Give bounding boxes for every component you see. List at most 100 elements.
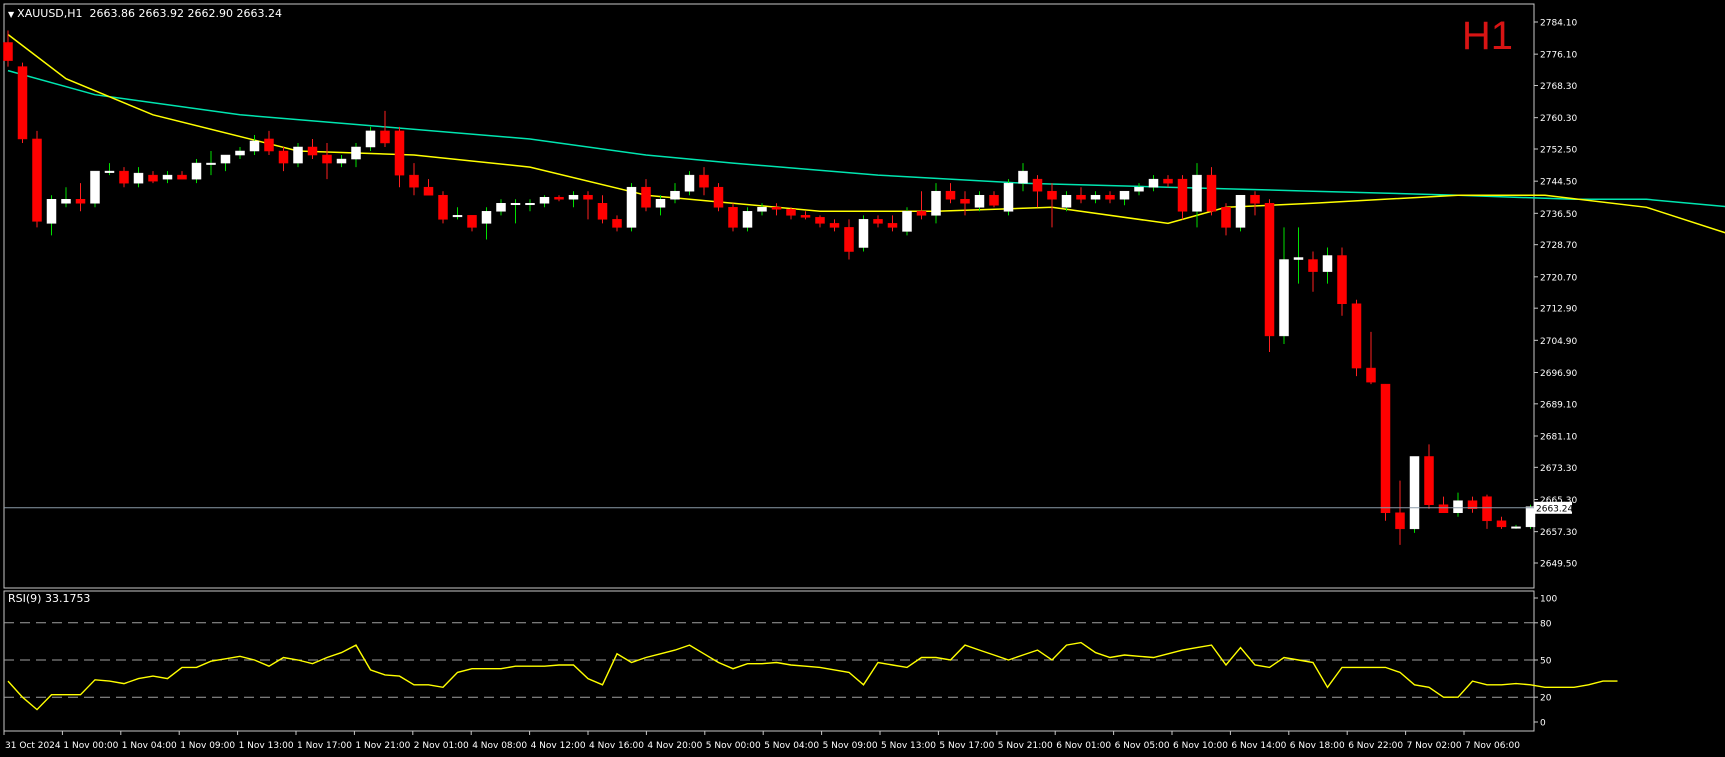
candle-body <box>191 162 202 180</box>
candle-body <box>1366 367 1376 383</box>
candle-body <box>1018 170 1028 184</box>
time-axis-label: 6 Nov 14:00 <box>1231 741 1286 751</box>
candle-body <box>539 196 550 204</box>
candle-body <box>177 174 187 180</box>
rsi-axis-label: 80 <box>1540 619 1552 629</box>
candle-body <box>438 194 448 220</box>
candle-body <box>61 199 71 204</box>
candle-body <box>641 186 651 208</box>
candle-body <box>873 219 883 224</box>
candle-body <box>1496 520 1507 528</box>
candle-body <box>554 196 564 200</box>
candle-body <box>728 207 738 228</box>
candle-body <box>1467 500 1478 509</box>
candle-body <box>336 158 347 164</box>
price-axis-label: 2768.30 <box>1540 82 1577 92</box>
candle-body <box>510 203 521 206</box>
candle-body <box>887 223 898 228</box>
candle-body <box>525 203 535 206</box>
time-axis-label: 4 Nov 12:00 <box>531 741 586 751</box>
rsi-axis-label: 20 <box>1540 694 1552 704</box>
candle-body <box>902 211 912 232</box>
price-axis-label: 2665.30 <box>1540 496 1577 506</box>
candle-body <box>322 154 332 164</box>
candle-body <box>945 190 956 200</box>
rsi-axis-label: 100 <box>1540 595 1557 605</box>
candle-body <box>1105 194 1115 200</box>
candle-body <box>597 203 608 220</box>
candle-body <box>1134 186 1144 192</box>
time-axis-label: 4 Nov 16:00 <box>589 741 644 751</box>
candle-body <box>1148 178 1159 188</box>
candle-body <box>133 172 144 184</box>
candle-body <box>1163 178 1173 184</box>
price-axis-label: 2673.30 <box>1540 464 1577 474</box>
candle-body <box>1047 190 1057 200</box>
candle-body <box>423 186 434 196</box>
price-axis-label: 2657.30 <box>1540 528 1577 538</box>
candle-body <box>1090 194 1101 200</box>
candle-body <box>75 199 86 204</box>
candle-body <box>235 150 245 156</box>
price-axis-label: 2681.10 <box>1540 432 1577 442</box>
time-axis-label: 5 Nov 00:00 <box>706 741 761 751</box>
candle-body <box>1525 506 1536 528</box>
candle-body <box>1438 504 1449 514</box>
time-axis-label: 5 Nov 13:00 <box>881 741 936 751</box>
candle-body <box>3 42 13 61</box>
time-axis-label: 4 Nov 08:00 <box>472 741 527 751</box>
candle-body <box>264 138 274 152</box>
ohlc-readout: 2663.86 2663.92 2662.90 2663.24 <box>89 7 282 20</box>
time-axis-label: 5 Nov 04:00 <box>764 741 819 751</box>
candle-body <box>1453 500 1463 514</box>
candle-body <box>612 219 622 228</box>
price-axis-label: 2736.50 <box>1540 210 1577 220</box>
candle-body <box>916 211 927 216</box>
price-axis-label: 2704.90 <box>1540 337 1577 347</box>
time-axis-label: 1 Nov 21:00 <box>355 741 410 751</box>
candle-body <box>1076 194 1086 200</box>
candle-body <box>1511 526 1521 529</box>
time-axis-label: 1 Nov 13:00 <box>239 741 294 751</box>
candle-body <box>684 174 695 192</box>
candle-body <box>771 207 782 210</box>
candle-body <box>249 140 260 152</box>
candle-body <box>626 186 637 228</box>
time-axis-label: 5 Nov 09:00 <box>823 741 878 751</box>
candle-body <box>1395 512 1405 530</box>
candle-body <box>815 217 825 224</box>
price-axis-label: 2649.50 <box>1540 560 1577 570</box>
candle-body <box>960 199 970 204</box>
candle-body <box>365 130 376 148</box>
candle-body <box>162 174 173 180</box>
candle-body <box>699 174 709 188</box>
time-axis-label: 5 Nov 21:00 <box>998 741 1053 751</box>
candle-body <box>1061 194 1072 208</box>
candle-body <box>1293 257 1304 260</box>
time-axis-label: 7 Nov 06:00 <box>1465 741 1520 751</box>
time-axis-label: 1 Nov 09:00 <box>180 741 235 751</box>
price-axis-label: 2760.30 <box>1540 114 1577 124</box>
time-axis-label: 1 Nov 04:00 <box>122 741 177 751</box>
candle-body <box>786 209 796 216</box>
menu-triangle-icon[interactable]: ▼ <box>8 10 15 19</box>
candle-body <box>1250 194 1260 204</box>
candle-body <box>655 199 666 208</box>
candle-body <box>148 174 158 182</box>
candle-body <box>670 190 680 200</box>
candle-body <box>583 194 593 200</box>
candle-body <box>409 174 419 188</box>
candle-body <box>104 170 115 173</box>
price-axis-label: 2752.50 <box>1540 146 1577 156</box>
time-axis-label: 6 Nov 18:00 <box>1290 741 1345 751</box>
rsi-header: RSI(9) 33.1753 <box>8 592 91 605</box>
candle-body <box>481 211 492 224</box>
candle-body <box>1351 303 1362 369</box>
price-axis-label: 2712.90 <box>1540 305 1577 315</box>
price-axis-label: 2696.90 <box>1540 369 1577 379</box>
candle-body <box>1380 383 1391 514</box>
candle-body <box>1279 259 1289 337</box>
price-axis-label: 2728.70 <box>1540 241 1577 251</box>
candle-body <box>1119 190 1130 200</box>
